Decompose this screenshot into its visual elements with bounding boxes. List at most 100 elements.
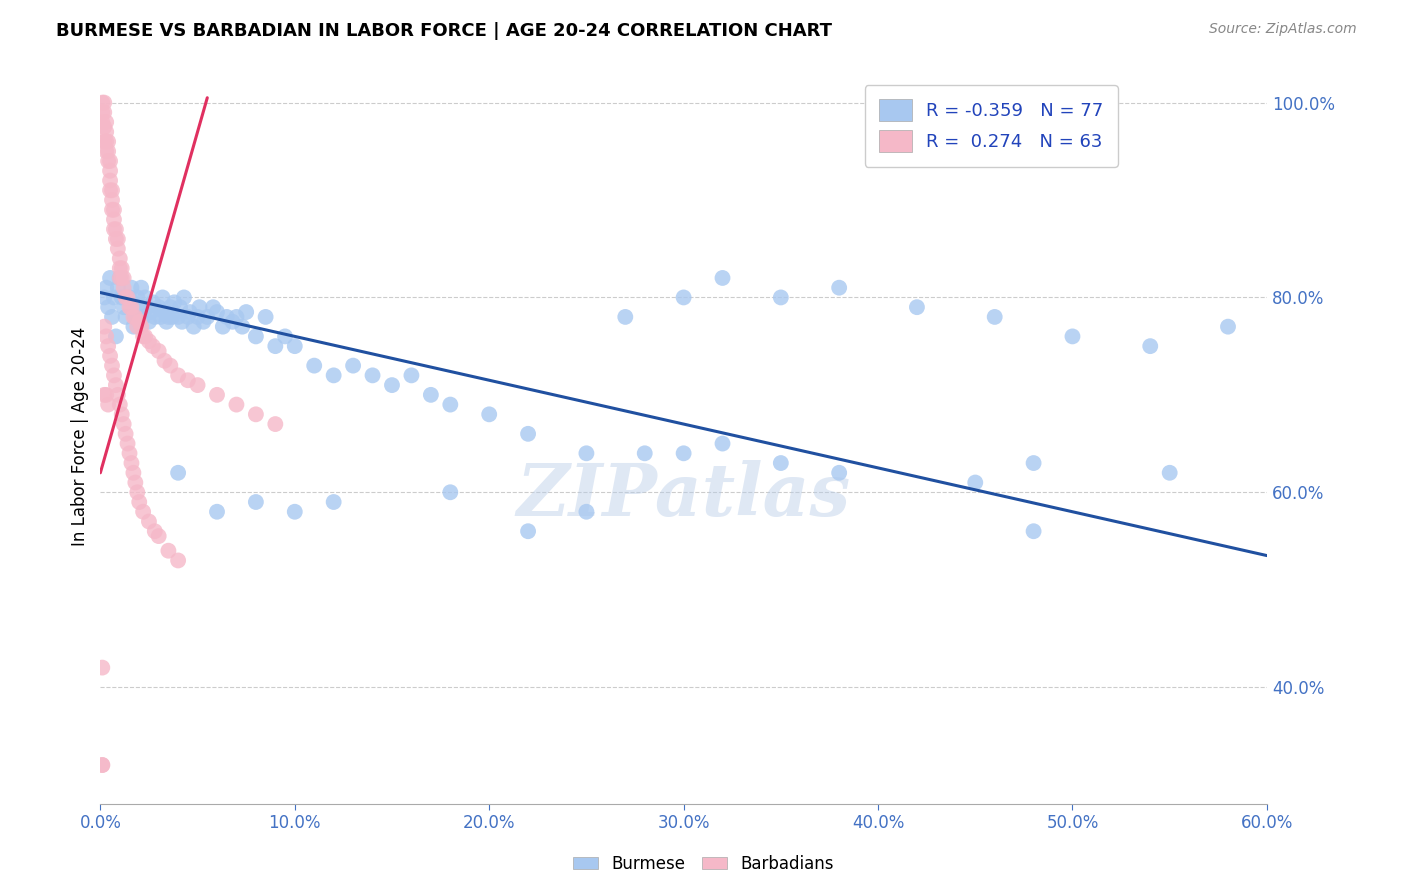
Point [401,368,423,383]
Point [152,290,174,304]
Point [111,261,134,276]
Point [205,505,228,519]
Point [129,319,152,334]
Point [245,329,267,343]
Point [96,281,118,295]
Point [575,446,598,460]
Point [221,315,243,329]
Point [439,398,461,412]
Point [138,334,160,349]
Point [143,524,166,539]
Point [124,310,146,324]
Point [517,524,540,539]
Point [120,281,142,295]
Point [828,466,851,480]
Point [187,378,209,392]
Point [127,319,149,334]
Point [254,310,277,324]
Point [1216,319,1239,334]
Point [342,359,364,373]
Point [104,378,127,392]
Point [91,95,114,110]
Point [183,319,205,334]
Point [103,212,125,227]
Point [118,290,141,304]
Point [93,319,115,334]
Point [322,368,344,383]
Point [118,446,141,460]
Point [167,310,190,324]
Point [381,378,404,392]
Point [134,329,156,343]
Point [167,553,190,567]
Point [672,446,695,460]
Point [97,135,120,149]
Point [112,300,135,314]
Point [91,105,114,120]
Point [111,407,134,421]
Point [103,368,125,383]
Point [104,232,127,246]
Point [284,339,307,353]
Point [103,202,125,217]
Point [97,300,120,314]
Point [711,271,734,285]
Point [153,305,176,319]
Point [177,310,200,324]
Point [98,173,121,187]
Point [93,95,115,110]
Point [111,290,134,304]
Point [96,388,118,402]
Point [108,252,131,266]
Point [478,407,501,421]
Point [138,315,160,329]
Point [128,300,150,314]
Point [111,271,134,285]
Point [769,456,792,470]
Point [634,446,657,460]
Point [155,315,177,329]
Point [96,329,118,343]
Point [117,436,139,450]
Y-axis label: In Labor Force | Age 20-24: In Labor Force | Age 20-24 [72,326,89,546]
Point [245,407,267,421]
Point [93,105,115,120]
Point [149,310,172,324]
Point [187,310,209,324]
Point [139,305,162,319]
Point [129,281,152,295]
Point [124,475,146,490]
Point [96,115,118,129]
Point [91,115,114,129]
Point [107,388,129,402]
Point [965,475,987,490]
Point [225,398,247,412]
Point [159,300,181,314]
Point [167,466,190,480]
Point [1139,339,1161,353]
Point [101,310,124,324]
Point [112,271,135,285]
Point [162,310,184,324]
Point [983,310,1005,324]
Point [245,495,267,509]
Point [112,417,135,431]
Point [188,300,211,314]
Point [672,290,695,304]
Point [114,426,136,441]
Point [143,310,166,324]
Point [148,529,170,543]
Point [322,495,344,509]
Point [195,310,218,324]
Point [132,329,155,343]
Point [122,466,145,480]
Point [614,310,637,324]
Point [157,310,180,324]
Point [1062,329,1084,343]
Point [97,339,120,353]
Point [108,271,131,285]
Point [96,125,118,139]
Point [828,281,851,295]
Point [120,300,142,314]
Point [132,310,155,324]
